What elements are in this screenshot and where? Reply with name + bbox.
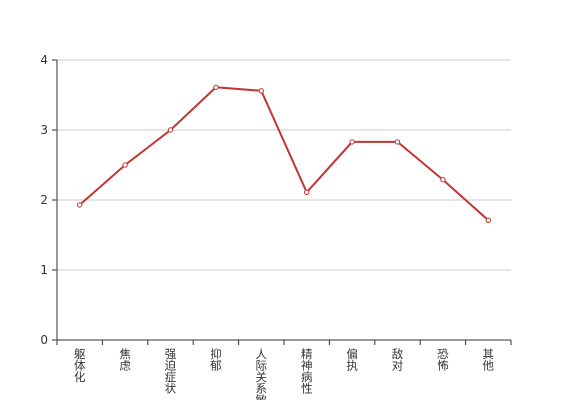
point [122, 162, 128, 168]
y-tick-label: 4 [40, 53, 48, 67]
x-tick-label: 恐怖 [436, 348, 450, 371]
line [79, 86, 489, 222]
point [304, 189, 310, 196]
x-tick-label: 偏执 [345, 347, 359, 372]
y-tick-label: 0 [40, 333, 48, 347]
x-tick-label: 抑郁 [209, 347, 223, 371]
point [485, 217, 491, 224]
x-tick-label: 其他 [481, 348, 495, 371]
point [440, 177, 446, 183]
point [167, 127, 174, 133]
x-tick-label: 人际关系敏感 [254, 348, 268, 400]
x-tick-label: 敌对 [391, 347, 405, 371]
point [394, 139, 401, 145]
y-tick-label: 2 [40, 193, 48, 207]
point [213, 84, 219, 91]
point [258, 88, 264, 94]
x-tick-label: 躯体化 [73, 348, 87, 383]
y-tick-label: 3 [40, 123, 48, 137]
point [77, 202, 83, 208]
x-tick-label: 精神病性 [300, 348, 314, 395]
x-tick-label: 焦虑 [118, 348, 132, 371]
point [349, 139, 355, 145]
y-tick-label: 1 [40, 263, 48, 277]
x-tick-label: 强迫症状 [164, 348, 178, 394]
